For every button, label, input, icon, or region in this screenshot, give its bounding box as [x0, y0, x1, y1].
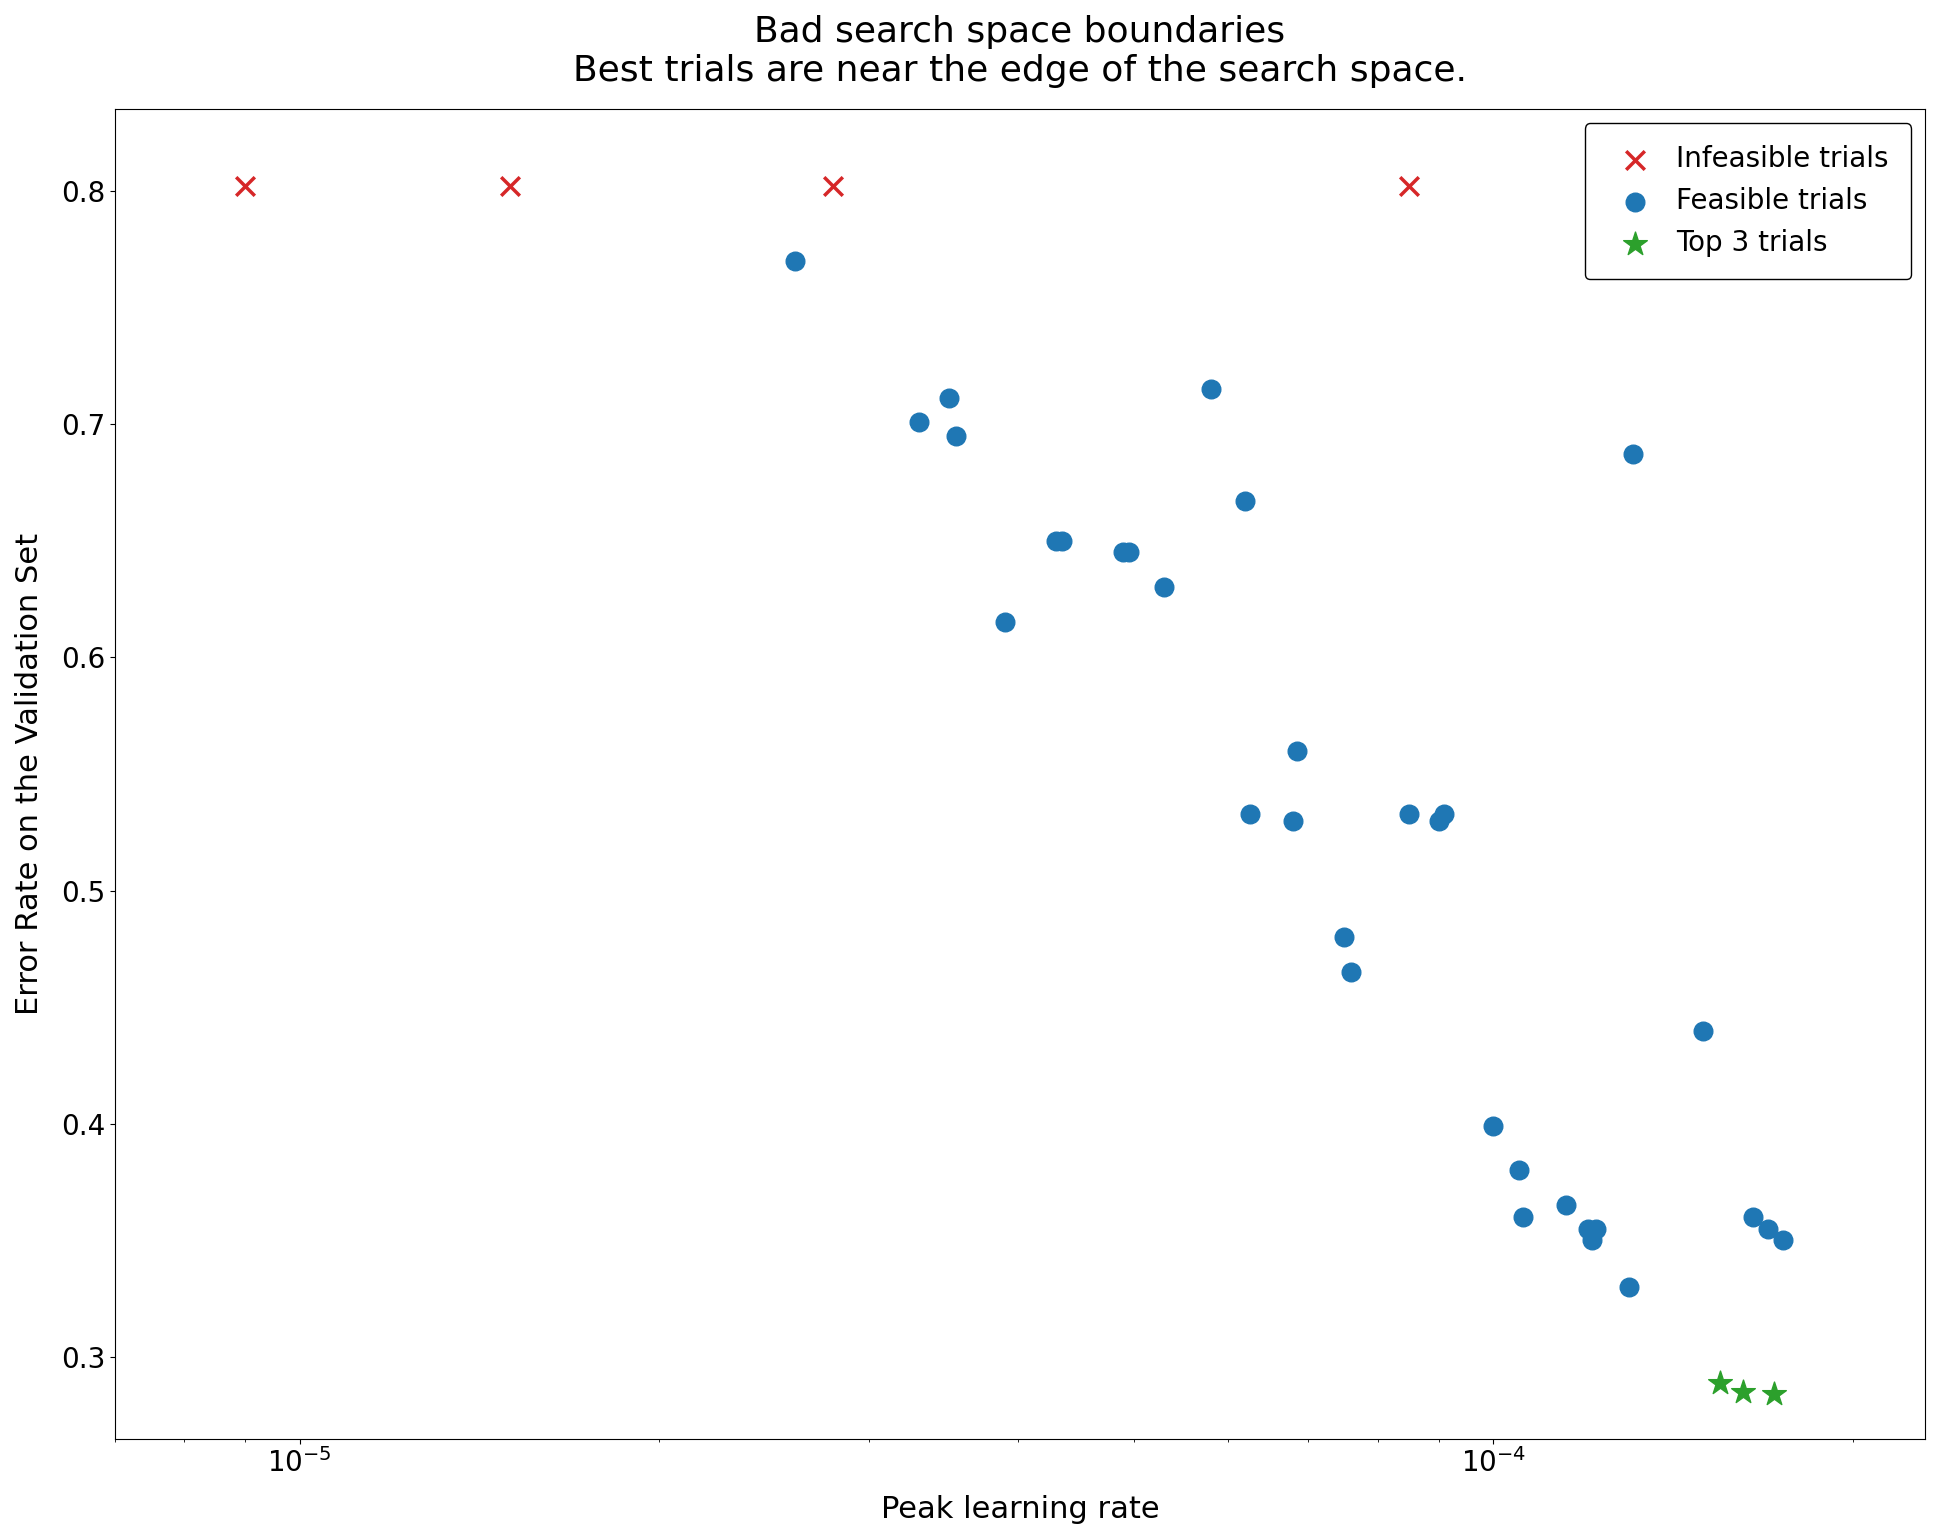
Feasible trials	[1148, 576, 1179, 600]
Feasible trials	[1503, 1159, 1534, 1183]
X-axis label: Peak learning rate: Peak learning rate	[880, 1494, 1160, 1524]
Feasible trials	[1107, 540, 1138, 565]
Feasible trials	[1613, 1274, 1644, 1299]
Feasible trials	[1113, 540, 1144, 565]
Feasible trials	[1576, 1228, 1607, 1253]
Feasible trials	[1687, 1019, 1718, 1043]
Feasible trials	[1751, 1216, 1782, 1240]
Feasible trials	[1549, 1193, 1580, 1217]
Y-axis label: Error Rate on the Validation Set: Error Rate on the Validation Set	[16, 532, 45, 1016]
Infeasible trials	[1392, 174, 1423, 199]
Feasible trials	[1392, 802, 1423, 826]
Feasible trials	[1278, 808, 1309, 833]
Feasible trials	[1194, 377, 1225, 402]
Feasible trials	[1282, 739, 1313, 763]
Feasible trials	[1423, 808, 1454, 833]
Feasible trials	[1045, 528, 1076, 553]
Infeasible trials	[494, 174, 525, 199]
Infeasible trials	[818, 174, 849, 199]
Feasible trials	[1328, 925, 1359, 950]
Feasible trials	[940, 423, 971, 448]
Feasible trials	[1766, 1228, 1797, 1253]
Feasible trials	[1233, 802, 1264, 826]
Feasible trials	[1334, 960, 1365, 985]
Feasible trials	[1571, 1216, 1602, 1240]
Title: Bad search space boundaries
Best trials are near the edge of the search space.: Bad search space boundaries Best trials …	[572, 15, 1466, 88]
Top 3 trials	[1704, 1370, 1735, 1394]
Feasible trials	[989, 609, 1020, 634]
Top 3 trials	[1759, 1382, 1790, 1407]
Feasible trials	[933, 386, 964, 411]
Feasible trials	[779, 248, 811, 272]
Feasible trials	[902, 409, 933, 434]
Feasible trials	[1737, 1205, 1768, 1230]
Top 3 trials	[1728, 1380, 1759, 1405]
Feasible trials	[1617, 442, 1648, 466]
Feasible trials	[1507, 1205, 1538, 1230]
Feasible trials	[1229, 489, 1260, 514]
Feasible trials	[1580, 1216, 1611, 1240]
Infeasible trials	[229, 174, 260, 199]
Feasible trials	[1039, 528, 1070, 553]
Legend: Infeasible trials, Feasible trials, Top 3 trials: Infeasible trials, Feasible trials, Top …	[1584, 123, 1910, 279]
Feasible trials	[1478, 1114, 1509, 1139]
Feasible trials	[1429, 802, 1460, 826]
